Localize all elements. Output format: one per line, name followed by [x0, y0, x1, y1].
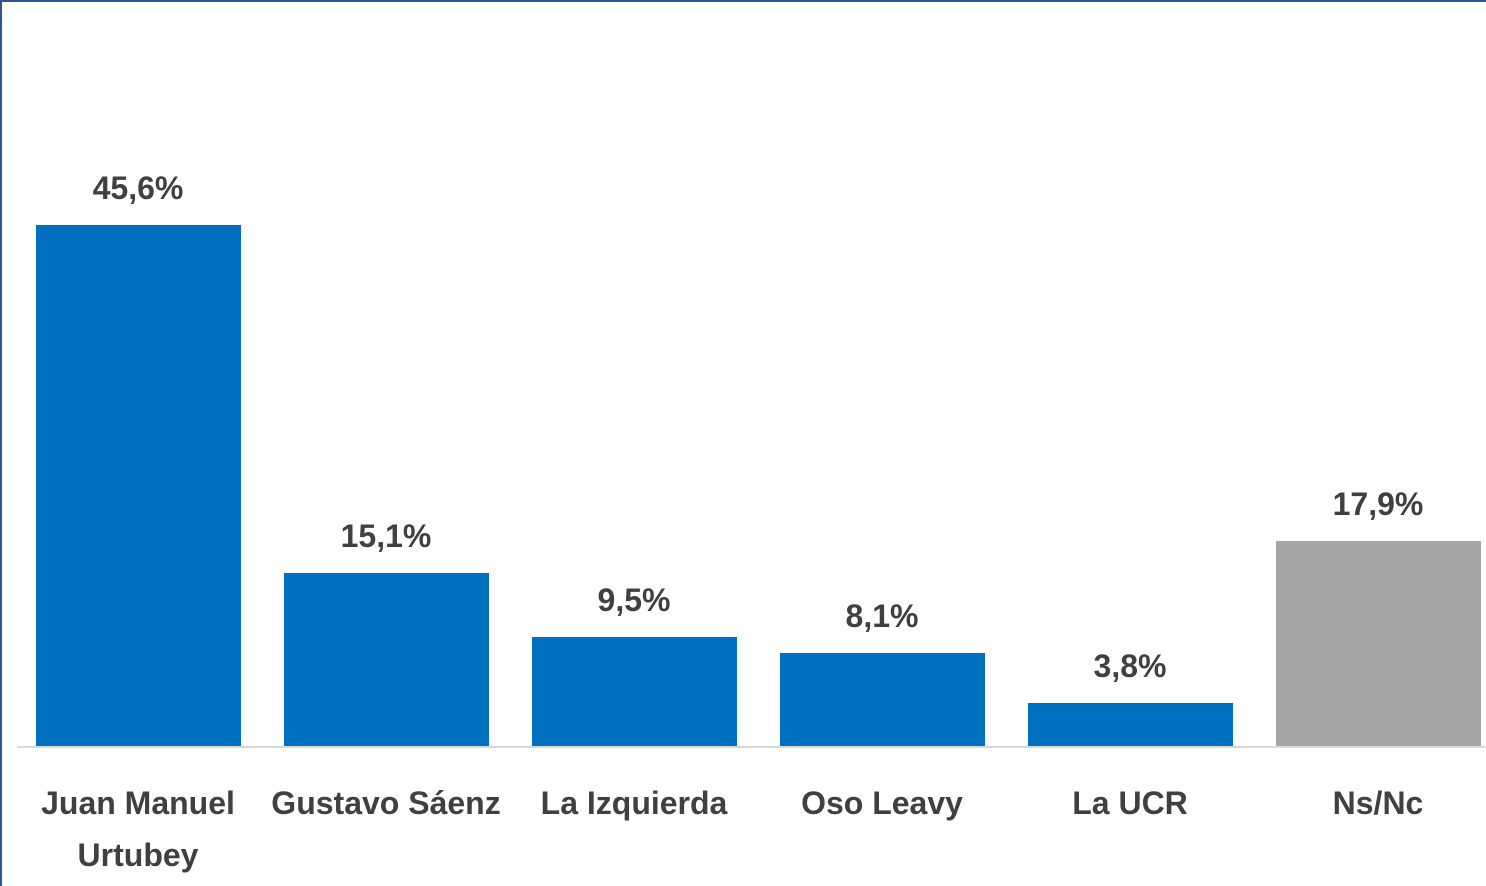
value-label: 3,8%	[1093, 647, 1167, 684]
bar	[283, 573, 489, 746]
bar	[1027, 702, 1233, 746]
value-label: 45,6%	[92, 169, 184, 206]
x-tick-label: Oso Leavy	[801, 785, 963, 821]
bar	[531, 637, 737, 746]
value-label: 17,9%	[1332, 486, 1424, 523]
value-label: 9,5%	[597, 582, 671, 619]
x-tick-label: La UCR	[1072, 785, 1188, 821]
x-tick-label: Juan Manuel Urtubey	[41, 785, 235, 873]
bar	[779, 653, 985, 746]
bar	[35, 224, 241, 746]
value-label: 15,1%	[340, 518, 432, 555]
baseline	[17, 746, 1486, 748]
value-label: 8,1%	[845, 598, 919, 635]
bar	[1275, 541, 1481, 746]
x-tick-label: Ns/Nc	[1332, 785, 1424, 821]
x-tick-label: Gustavo Sáenz	[271, 785, 501, 821]
x-tick-label: La Izquierda	[540, 785, 728, 821]
